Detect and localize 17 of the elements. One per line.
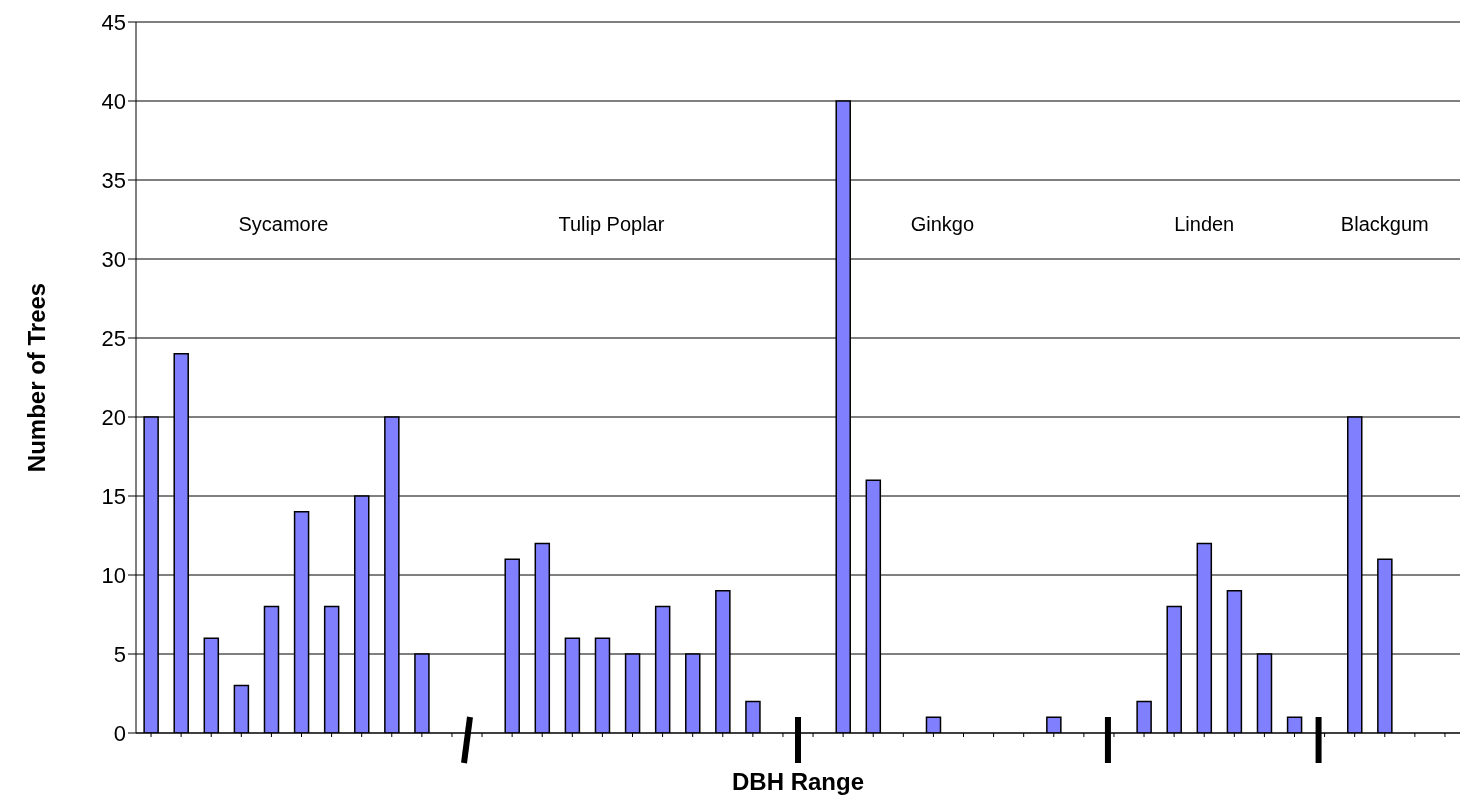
annotation: Ginkgo <box>910 212 975 236</box>
y-tick-label: 20 <box>101 404 126 430</box>
annotation: Tulip Poplar <box>558 212 665 236</box>
y-tick-label: 45 <box>101 9 126 35</box>
annotation: Linden <box>1174 212 1235 236</box>
x-axis-title: DBH Range <box>731 768 865 795</box>
y-tick-label: 35 <box>101 167 126 193</box>
y-tick-label: 15 <box>101 483 126 509</box>
y-tick-label: 10 <box>101 562 126 588</box>
y-axis-title: Number of Trees <box>22 282 50 473</box>
annotation: Sycamore <box>238 212 329 236</box>
y-tick-label: 5 <box>113 641 126 667</box>
y-tick-label: 25 <box>101 325 126 351</box>
annotation: Blackgum <box>1340 212 1429 236</box>
y-tick-label: 30 <box>101 246 126 272</box>
y-tick-label: 40 <box>101 88 126 114</box>
y-tick-label: 0 <box>113 720 126 746</box>
